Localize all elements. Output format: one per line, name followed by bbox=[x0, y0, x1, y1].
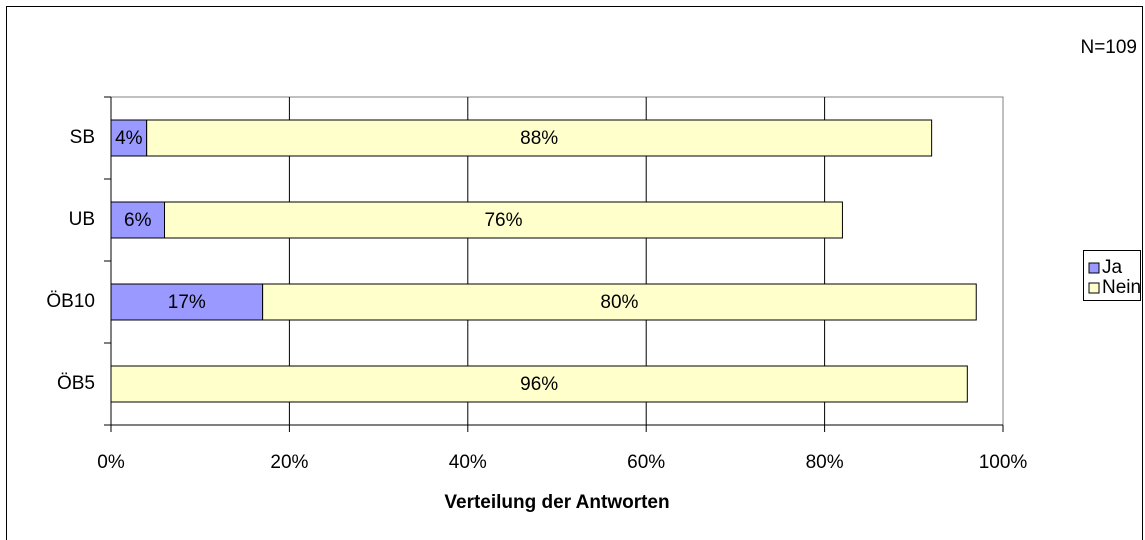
bar-segment bbox=[110, 201, 166, 239]
x-tick-label: 0% bbox=[97, 452, 125, 473]
value-label: 17% bbox=[168, 292, 206, 313]
value-label: 88% bbox=[520, 128, 558, 149]
bar-segment bbox=[262, 283, 977, 321]
x-tick-label: 80% bbox=[806, 452, 844, 473]
bar-segment bbox=[146, 119, 933, 157]
bar-segment bbox=[110, 119, 148, 157]
value-label: 6% bbox=[124, 210, 152, 231]
y-tick-label: UB bbox=[69, 209, 95, 230]
y-tick-label: ÖB5 bbox=[57, 373, 95, 394]
annotation: N=109 bbox=[1080, 37, 1137, 58]
x-tick-label: 60% bbox=[627, 452, 665, 473]
x-axis-title: Verteilung der Antworten bbox=[444, 492, 669, 513]
y-tick-label: SB bbox=[70, 127, 95, 148]
bar-segment bbox=[164, 201, 843, 239]
x-tick-label: 20% bbox=[270, 452, 308, 473]
x-tick-label: 100% bbox=[979, 452, 1028, 473]
bar-segment bbox=[110, 365, 968, 403]
y-tick-label: ÖB10 bbox=[46, 291, 95, 312]
value-label: 76% bbox=[484, 210, 522, 231]
legend-label: Ja bbox=[1102, 257, 1123, 278]
value-label: 4% bbox=[115, 128, 143, 149]
legend-swatch bbox=[1088, 282, 1100, 294]
legend-label: Nein bbox=[1102, 277, 1141, 298]
legend-swatch bbox=[1088, 262, 1100, 274]
value-label: 96% bbox=[520, 374, 558, 395]
x-tick-label: 40% bbox=[449, 452, 487, 473]
value-label: 80% bbox=[600, 292, 638, 313]
